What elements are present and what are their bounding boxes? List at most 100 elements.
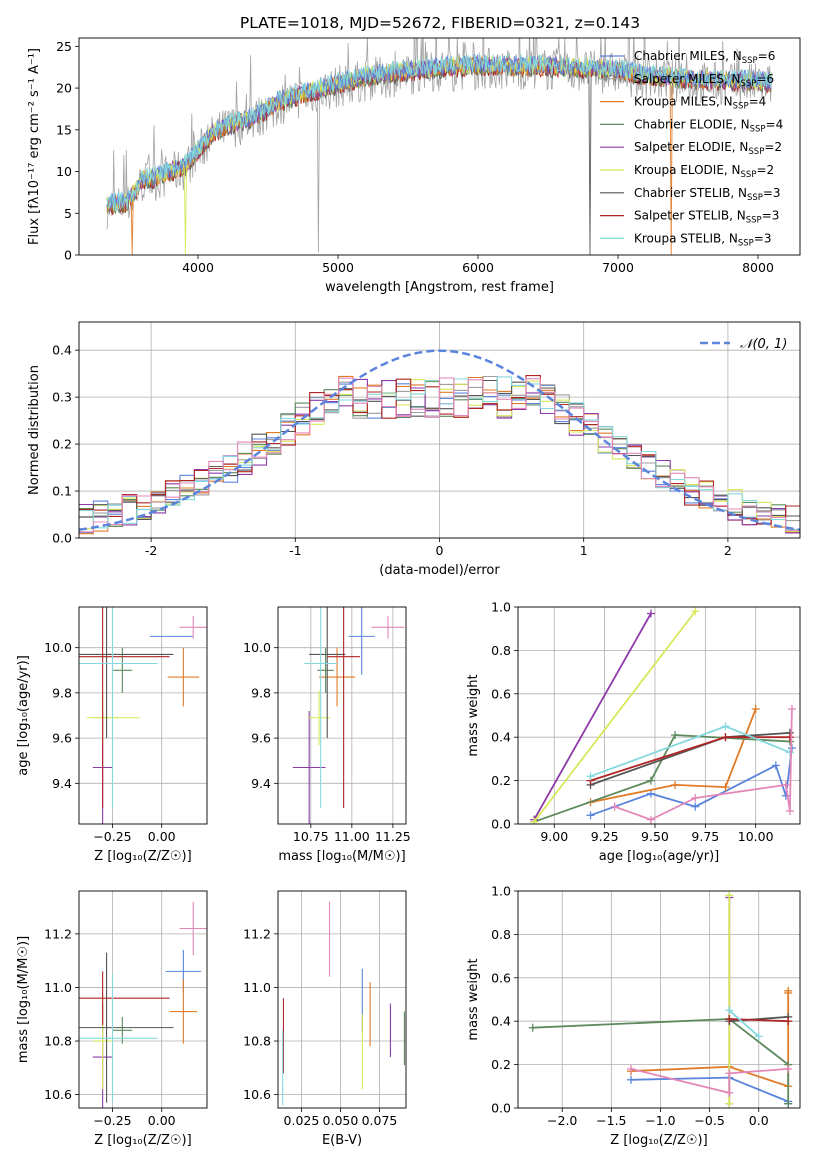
mass_vs_ebv-axes: 0.025 0.050 0.075 10.6 10.8 11.0 11.2 E(B-V) <box>243 890 407 1148</box>
y-axis-label: age [log₁₀(age/yr)] <box>16 655 31 776</box>
y-tick-label: 25 <box>56 39 72 54</box>
x-axis-label: E(B-V) <box>322 1133 362 1148</box>
mass_vs_Z-axes: −0.25 0.00 10.6 10.8 11.0 11.2 Z [log₁₀(Z/Z☉)]… <box>16 890 208 1148</box>
y-tick-label: 9.4 <box>251 776 271 791</box>
weight-marker <box>784 986 793 995</box>
figure-title: PLATE=1018, MJD=52672, FIBERID=0321, z=0… <box>240 14 640 32</box>
y-tick-label: 1.0 <box>491 600 511 615</box>
y-tick-label: 0.4 <box>491 730 511 745</box>
x-tick-label: −1.0 <box>645 1113 675 1128</box>
errorbar-point <box>79 607 170 809</box>
axes-frame <box>78 606 208 825</box>
legend-label: Kroupa MILES, NSSP=4 <box>634 95 766 112</box>
x-tick-label: 9.75 <box>691 829 719 844</box>
y-tick-label: 0 <box>64 248 72 263</box>
weight-marker <box>671 731 680 740</box>
y-axis-label: mass [log₁₀(M/M☉)] <box>16 936 31 1063</box>
weight-marker <box>610 802 619 811</box>
y-tick-label: 9.4 <box>52 776 72 791</box>
y-tick-label: 11.2 <box>44 926 72 941</box>
axes-frame <box>78 890 208 1109</box>
residuals-axes: -2 -1 0 1 2 0.0 0.1 0.2 0.3 0.4 (data-model)/error… <box>27 321 801 578</box>
weight-line <box>630 1068 789 1094</box>
y-tick-label: 0.4 <box>491 1014 511 1029</box>
weight_vs_age-axes: 9.00 9.25 9.50 9.75 10.00 0.0 0.2 0.4 0.6 0.8 1.0 a… <box>466 600 801 864</box>
y-tick-label: 11.2 <box>243 926 271 941</box>
x-axis-label: mass [log₁₀(M/M☉)] <box>278 849 405 864</box>
weight-marker <box>691 793 700 802</box>
x-tick-label: −0.5 <box>694 1113 724 1128</box>
weight-marker <box>781 791 790 800</box>
mass_vs_Z-frame: −0.25 0.00 10.6 10.8 11.0 11.2 Z [log₁₀(Z/Z☉)]… <box>16 890 208 1148</box>
residuals-plot <box>79 349 800 535</box>
weight-marker <box>751 704 760 713</box>
x-axis-label: Z [log₁₀(Z/Z☉)] <box>610 1133 707 1148</box>
y-tick-label: 5 <box>64 206 72 221</box>
weight-marker <box>785 806 794 815</box>
y-tick-label: 0.8 <box>491 927 511 942</box>
legend-label: Chabrier MILES, NSSP=6 <box>634 49 775 66</box>
y-tick-label: 0.0 <box>491 1101 511 1116</box>
x-axis-label: wavelength [Angstrom, rest frame] <box>325 280 554 295</box>
y-tick-label: 1.0 <box>491 884 511 899</box>
weight-marker <box>626 1075 635 1084</box>
y-tick-label: 0.3 <box>52 390 72 405</box>
x-tick-label: 11.00 <box>334 829 370 844</box>
x-axis-label: Z [log₁₀(Z/Z☉)] <box>94 849 191 864</box>
weight-marker <box>646 776 655 785</box>
legend-label: Chabrier STELIB, NSSP=3 <box>634 186 781 203</box>
errorbar-point <box>79 607 174 739</box>
errorbar-point <box>169 979 198 1044</box>
y-axis-label: Normed distribution <box>27 365 42 495</box>
legend-label: Kroupa STELIB, NSSP=3 <box>634 231 772 248</box>
weight-marker <box>725 1069 734 1078</box>
y-tick-label: 0.0 <box>52 531 72 546</box>
legend-label: 𝒩(0, 1) <box>740 337 787 352</box>
mass_vs_ebv-frame: 0.025 0.050 0.075 10.6 10.8 11.0 11.2 E(B-V) <box>243 890 407 1148</box>
y-tick-label: 15 <box>56 122 72 137</box>
weight-marker <box>725 891 734 900</box>
x-axis-label: Z [log₁₀(Z/Z☉)] <box>94 1133 191 1148</box>
weight-marker <box>646 789 655 798</box>
age_vs_Z-axes: −0.25 0.00 9.4 9.6 9.8 10.0 Z [log₁₀(Z/Z☉)] age… <box>16 606 208 864</box>
errorbar-point <box>179 616 207 639</box>
residuals-frame: -2 -1 0 1 2 0.0 0.1 0.2 0.3 0.4 (data-model)/error… <box>27 321 801 578</box>
x-tick-label: −1.5 <box>596 1113 626 1128</box>
weight-line <box>614 708 793 821</box>
weight-marker <box>721 783 730 792</box>
weight-line <box>533 610 697 823</box>
weight_vs_Z-plot <box>528 891 793 1108</box>
errorbar-point <box>327 607 361 809</box>
y-tick-label: 20 <box>56 81 72 96</box>
spectrum-axes: 4000 5000 6000 7000 8000 0 5 10 15 20 25 wavelength… <box>27 37 801 295</box>
axes-frame <box>517 606 801 825</box>
errorbar-point <box>348 607 375 675</box>
weight-marker <box>787 704 796 713</box>
y-tick-label: 10.0 <box>44 640 72 655</box>
axes-frame <box>78 37 801 256</box>
mass_vs_Z-plot <box>79 901 207 1108</box>
weight-marker <box>528 1023 537 1032</box>
legend-label: Kroupa ELODIE, NSSP=2 <box>634 163 774 180</box>
y-tick-label: 10.8 <box>243 1034 271 1049</box>
weight-line <box>533 613 652 821</box>
x-tick-label: 6000 <box>462 260 494 275</box>
x-tick-label: 10.00 <box>738 829 774 844</box>
y-tick-label: 9.8 <box>251 685 271 700</box>
x-tick-label: 9.25 <box>591 829 619 844</box>
weight-marker <box>586 811 595 820</box>
weight-marker <box>725 1006 734 1015</box>
legend-label: Salpeter STELIB, NSSP=3 <box>634 209 779 226</box>
x-tick-label: 0.00 <box>148 829 176 844</box>
x-tick-label: 0.075 <box>362 1113 398 1128</box>
normal-curve <box>79 349 800 532</box>
spectrum-plot <box>106 38 772 255</box>
weight-marker <box>586 772 595 781</box>
errorbar-point <box>167 647 200 707</box>
weight-marker <box>771 761 780 770</box>
errorbar-point <box>112 647 133 693</box>
axes-frame <box>277 606 407 825</box>
x-tick-label: 8000 <box>742 260 774 275</box>
legend-label: Salpeter ELODIE, NSSP=2 <box>634 140 782 157</box>
errorbar-point <box>371 616 405 639</box>
